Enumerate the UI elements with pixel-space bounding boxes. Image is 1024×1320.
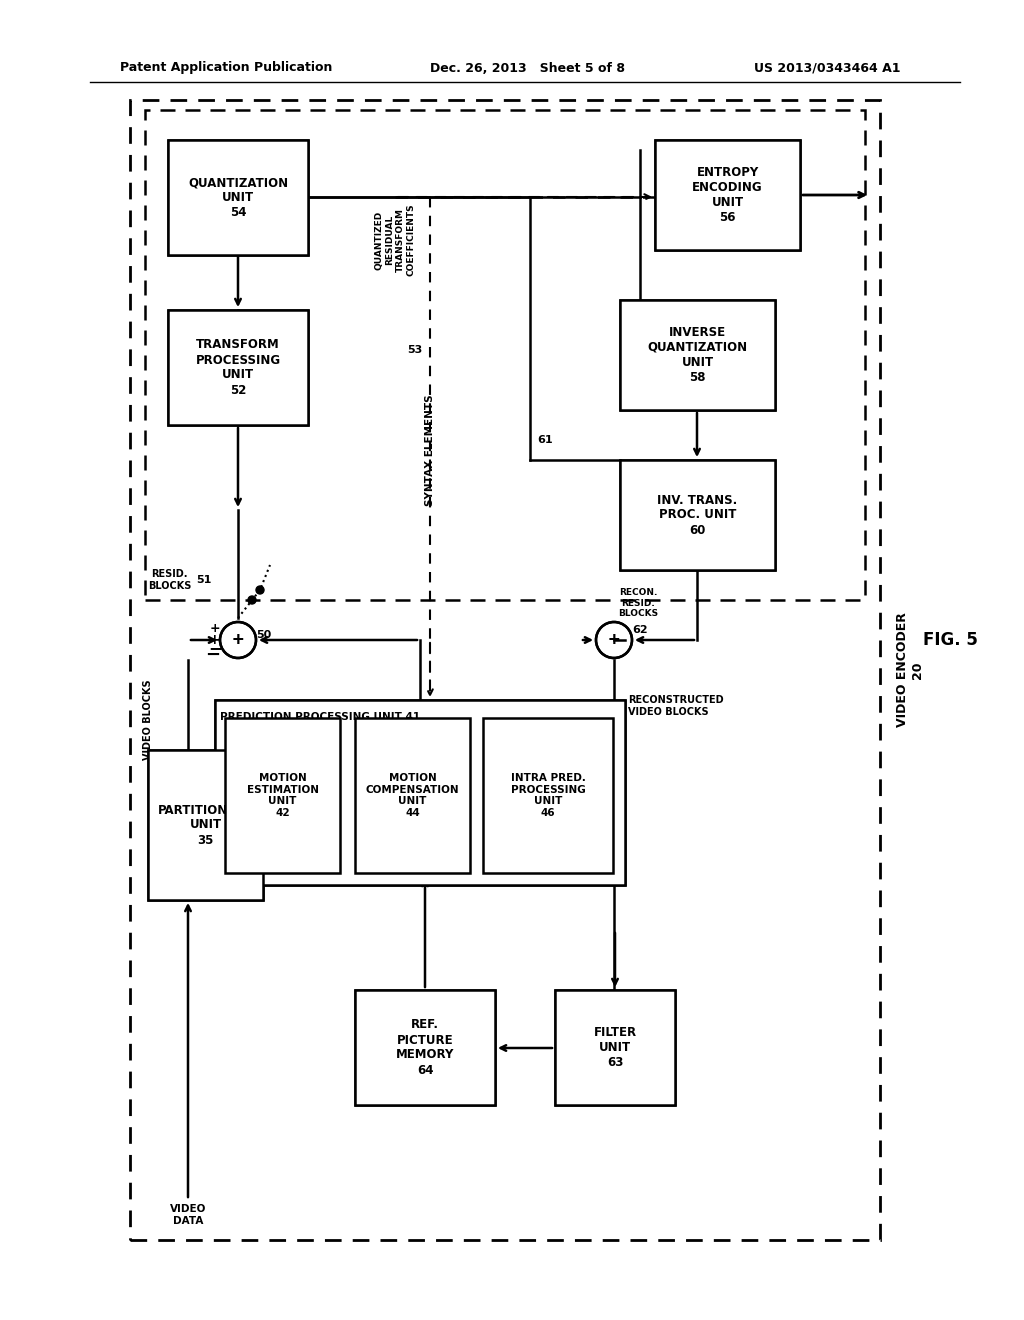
Text: FILTER
UNIT
63: FILTER UNIT 63 — [594, 1026, 637, 1069]
Text: FILTER
UNIT
63: FILTER UNIT 63 — [594, 1026, 637, 1069]
Text: INVERSE
QUANTIZATION
UNIT
58: INVERSE QUANTIZATION UNIT 58 — [647, 326, 748, 384]
Text: SYNTAX ELEMENTS: SYNTAX ELEMENTS — [425, 395, 435, 506]
Text: QUANTIZATION
UNIT
54: QUANTIZATION UNIT 54 — [188, 176, 288, 219]
Text: FIG. 5: FIG. 5 — [923, 631, 978, 649]
Text: INTRA PRED.
PROCESSING
UNIT
46: INTRA PRED. PROCESSING UNIT 46 — [511, 774, 586, 818]
Text: REF.
PICTURE
MEMORY
64: REF. PICTURE MEMORY 64 — [396, 1019, 455, 1077]
Text: ENTROPY
ENCODING
UNIT
56: ENTROPY ENCODING UNIT 56 — [692, 166, 763, 224]
Text: −: − — [205, 645, 220, 664]
Text: PARTITIONING
UNIT
35: PARTITIONING UNIT 35 — [159, 804, 253, 846]
Bar — [148, 750, 263, 900]
Text: REF.
PICTURE
MEMORY
64: REF. PICTURE MEMORY 64 — [396, 1019, 455, 1077]
Bar — [620, 459, 775, 570]
Bar — [483, 718, 613, 873]
Bar — [168, 310, 308, 425]
Bar — [620, 459, 775, 570]
Text: 53: 53 — [408, 345, 423, 355]
Bar — [355, 718, 470, 873]
Text: MOTION
ESTIMATION
UNIT
42: MOTION ESTIMATION UNIT 42 — [247, 774, 318, 818]
Text: 61: 61 — [538, 436, 553, 445]
Bar — [215, 700, 625, 884]
Text: +: + — [231, 632, 245, 648]
Text: MOTION
ESTIMATION
UNIT
42: MOTION ESTIMATION UNIT 42 — [247, 774, 318, 818]
Circle shape — [248, 597, 256, 605]
Text: VIDEO BLOCKS: VIDEO BLOCKS — [143, 680, 153, 760]
Bar — [483, 718, 613, 873]
Bar — [145, 110, 865, 601]
Text: +: + — [208, 634, 220, 647]
Bar — [555, 990, 675, 1105]
Text: +: + — [210, 622, 220, 635]
Text: INVERSE
QUANTIZATION
UNIT
58: INVERSE QUANTIZATION UNIT 58 — [647, 326, 748, 384]
Text: INTRA PRED.
PROCESSING
UNIT
46: INTRA PRED. PROCESSING UNIT 46 — [511, 774, 586, 818]
Bar — [168, 140, 308, 255]
Text: −: − — [208, 639, 222, 657]
Text: Patent Application Publication: Patent Application Publication — [120, 62, 333, 74]
Text: US 2013/0343464 A1: US 2013/0343464 A1 — [754, 62, 900, 74]
Text: VIDEO ENCODER
20: VIDEO ENCODER 20 — [896, 612, 924, 727]
Bar — [355, 990, 495, 1105]
Bar — [620, 300, 775, 411]
Bar — [225, 718, 340, 873]
Text: Dec. 26, 2013   Sheet 5 of 8: Dec. 26, 2013 Sheet 5 of 8 — [430, 62, 625, 74]
Text: +: + — [607, 632, 621, 648]
Bar — [148, 750, 263, 900]
Bar — [355, 990, 495, 1105]
Bar — [355, 718, 470, 873]
Text: QUANTIZATION
UNIT
54: QUANTIZATION UNIT 54 — [188, 176, 288, 219]
Bar — [168, 310, 308, 425]
Text: TRANSFORM
PROCESSING
UNIT
52: TRANSFORM PROCESSING UNIT 52 — [196, 338, 281, 396]
Bar — [555, 990, 675, 1105]
Text: MOTION
COMPENSATION
UNIT
44: MOTION COMPENSATION UNIT 44 — [366, 774, 460, 818]
Text: +: + — [231, 632, 245, 648]
Text: PREDICTION PROCESSING UNIT 41: PREDICTION PROCESSING UNIT 41 — [220, 711, 420, 722]
Text: +: + — [607, 632, 621, 648]
Bar — [620, 300, 775, 411]
Text: 50: 50 — [256, 630, 271, 640]
Bar — [655, 140, 800, 249]
Text: ENTROPY
ENCODING
UNIT
56: ENTROPY ENCODING UNIT 56 — [692, 166, 763, 224]
Text: 51: 51 — [196, 576, 211, 585]
Text: PREDICTION PROCESSING UNIT 41: PREDICTION PROCESSING UNIT 41 — [220, 710, 420, 719]
Bar — [225, 718, 340, 873]
Bar — [168, 140, 308, 255]
Text: INV. TRANS.
PROC. UNIT
60: INV. TRANS. PROC. UNIT 60 — [657, 494, 737, 536]
Circle shape — [256, 586, 264, 594]
Text: INV. TRANS.
PROC. UNIT
60: INV. TRANS. PROC. UNIT 60 — [657, 494, 737, 536]
Text: RECONSTRUCTED
VIDEO BLOCKS: RECONSTRUCTED VIDEO BLOCKS — [628, 696, 724, 717]
Bar — [130, 100, 880, 1239]
Text: RECON.
RESID.
BLOCKS: RECON. RESID. BLOCKS — [618, 589, 658, 618]
Text: PARTITIONING
UNIT
35: PARTITIONING UNIT 35 — [159, 804, 253, 846]
Text: MOTION
COMPENSATION
UNIT
44: MOTION COMPENSATION UNIT 44 — [366, 774, 460, 818]
Text: TRANSFORM
PROCESSING
UNIT
52: TRANSFORM PROCESSING UNIT 52 — [196, 338, 281, 396]
Bar — [215, 700, 625, 884]
Text: 62: 62 — [632, 624, 647, 635]
Bar — [655, 140, 800, 249]
Text: QUANTIZED
RESIDUAL
TRANSFORM
COEFFICIENTS: QUANTIZED RESIDUAL TRANSFORM COEFFICIENT… — [375, 203, 415, 276]
Text: VIDEO
DATA: VIDEO DATA — [170, 1204, 206, 1226]
Text: RESID.
BLOCKS: RESID. BLOCKS — [148, 569, 191, 591]
